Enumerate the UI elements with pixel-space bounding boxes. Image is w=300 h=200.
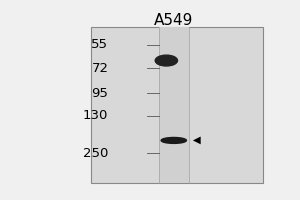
Ellipse shape <box>161 137 186 143</box>
FancyBboxPatch shape <box>91 27 263 183</box>
Text: 130: 130 <box>83 109 108 122</box>
FancyBboxPatch shape <box>159 27 189 183</box>
Text: 72: 72 <box>92 62 108 75</box>
Text: 250: 250 <box>83 147 108 160</box>
Text: A549: A549 <box>154 13 194 28</box>
Text: 95: 95 <box>92 87 108 100</box>
Ellipse shape <box>155 55 178 66</box>
Text: 55: 55 <box>92 38 108 51</box>
